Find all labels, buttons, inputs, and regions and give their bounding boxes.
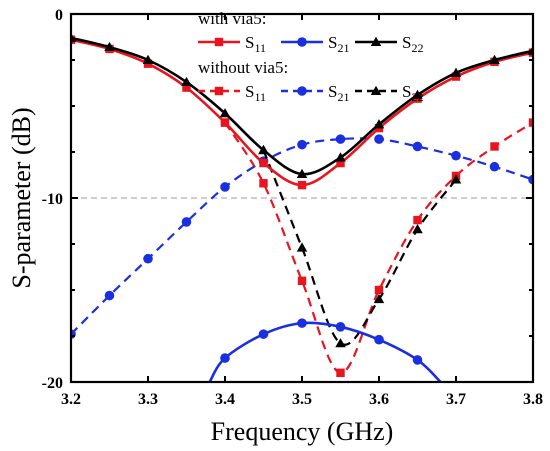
data-point-with-s11-5 [259, 158, 268, 168]
x-tick-label: 3.6 [369, 391, 389, 408]
legend-marker [370, 36, 382, 46]
data-point-with-s11-3 [182, 83, 191, 92]
series-layer [71, 32, 533, 382]
data-point-without-s11-2 [297, 276, 307, 285]
data-point-with-s21-5 [412, 355, 423, 365]
y-axis-title: S-parameter (dB) [7, 107, 36, 288]
x-tick-label: 3.3 [138, 391, 158, 408]
legend-group-title: with via5: [198, 9, 266, 28]
data-point-with-s22-2 [142, 54, 154, 64]
legend-group-title: without via5: [198, 58, 288, 77]
legend-marker [214, 86, 224, 96]
data-point-with-s22-0 [71, 32, 77, 42]
series-with-s11 [71, 35, 533, 190]
legend-entry-with-s21: S21 [281, 33, 349, 55]
data-point-with-s22-3 [181, 76, 192, 87]
data-point-with-s22-10 [450, 67, 462, 77]
data-point-without-s21-10 [451, 150, 461, 161]
data-point-without-s21-1 [104, 290, 115, 301]
legend-entry-without-s21: S21 [281, 82, 349, 104]
series-line-with-s21 [208, 321, 442, 382]
data-point-with-s11-6 [297, 180, 307, 190]
data-point-without-s21-9 [412, 141, 423, 152]
data-point-with-s11-4 [220, 118, 230, 127]
data-point-with-s22-7 [335, 152, 346, 162]
series-line-without-s21 [71, 137, 533, 335]
data-point-with-s22-1 [104, 41, 115, 52]
x-tick-label: 3.2 [61, 391, 81, 408]
y-tick-label: -20 [42, 375, 63, 392]
data-point-without-s11-8 [528, 118, 533, 127]
x-tick-label: 3.4 [215, 391, 235, 408]
y-tick-label: -10 [42, 191, 63, 208]
data-point-without-s22-5 [450, 174, 462, 184]
data-point-without-s21-7 [335, 134, 346, 144]
legend-entry-with-s11: S11 [198, 33, 266, 55]
data-point-without-s21-12 [528, 174, 533, 185]
data-point-with-s11-7 [336, 158, 345, 168]
data-point-with-s22-12 [527, 45, 533, 55]
series-line-with-s22 [71, 36, 533, 176]
legend-marker [297, 86, 307, 96]
data-point-without-s21-6 [297, 139, 307, 150]
legend: with via5: S11 S21 S22 without via5: S11 S21 S2… [198, 9, 423, 104]
series-with-s21 [208, 318, 442, 382]
data-point-without-s22-4 [412, 224, 423, 234]
x-tick-label: 3.5 [292, 391, 312, 408]
data-point-without-s21-2 [143, 253, 153, 264]
data-point-without-s11-1 [259, 179, 268, 188]
legend-label: S22 [402, 33, 423, 55]
legend-marker [297, 37, 307, 47]
data-point-with-s22-5 [258, 144, 269, 155]
y-tick-label: 0 [55, 7, 63, 24]
legend-entry-with-s22: S22 [355, 33, 423, 55]
data-point-without-s11-7 [490, 142, 499, 151]
data-point-with-s22-9 [412, 89, 423, 99]
data-point-with-s21-1 [258, 329, 269, 339]
data-point-with-s21-2 [297, 318, 307, 328]
data-point-without-s22-2 [335, 338, 346, 348]
x-axis-title: Frequency (GHz) [211, 417, 394, 446]
data-point-without-s11-5 [413, 215, 422, 225]
x-tick-label: 3.7 [446, 391, 466, 408]
data-point-with-s22-6 [296, 168, 308, 179]
data-point-without-s22-3 [373, 293, 385, 304]
data-point-without-s21-11 [489, 161, 500, 172]
data-point-with-s22-8 [373, 119, 385, 129]
legend-label: S21 [328, 33, 349, 55]
data-point-with-s21-0 [220, 353, 230, 363]
data-point-without-s11-3 [336, 368, 345, 377]
axes-layer: 3.2 3.3 3.4 3.5 3.6 3.7 3.8 0 -10 -20 Frequency (G… [7, 7, 543, 446]
x-tick-label: 3.8 [523, 391, 543, 408]
legend-label: S22 [402, 82, 423, 104]
data-point-without-s11-4 [374, 285, 384, 295]
legend-marker [214, 37, 224, 47]
series-line-without-s22 [262, 149, 457, 346]
data-point-with-s22-11 [489, 54, 500, 64]
data-point-without-s22-1 [296, 242, 308, 252]
data-point-without-s21-4 [220, 182, 230, 192]
data-point-with-s21-4 [374, 334, 384, 345]
series-with-s22 [71, 32, 533, 179]
series-line-with-s11 [71, 38, 533, 187]
data-point-with-s21-3 [335, 322, 346, 332]
legend-marker [370, 85, 382, 95]
legend-entry-without-s22: S22 [355, 82, 423, 104]
legend-entry-without-s11: S11 [198, 82, 266, 104]
data-point-without-s21-8 [374, 134, 384, 144]
legend-label: S11 [245, 82, 266, 104]
data-point-without-s21-3 [181, 217, 192, 227]
legend-label: S11 [245, 33, 266, 55]
legend-label: S21 [328, 82, 349, 104]
data-point-with-s22-4 [219, 108, 231, 118]
